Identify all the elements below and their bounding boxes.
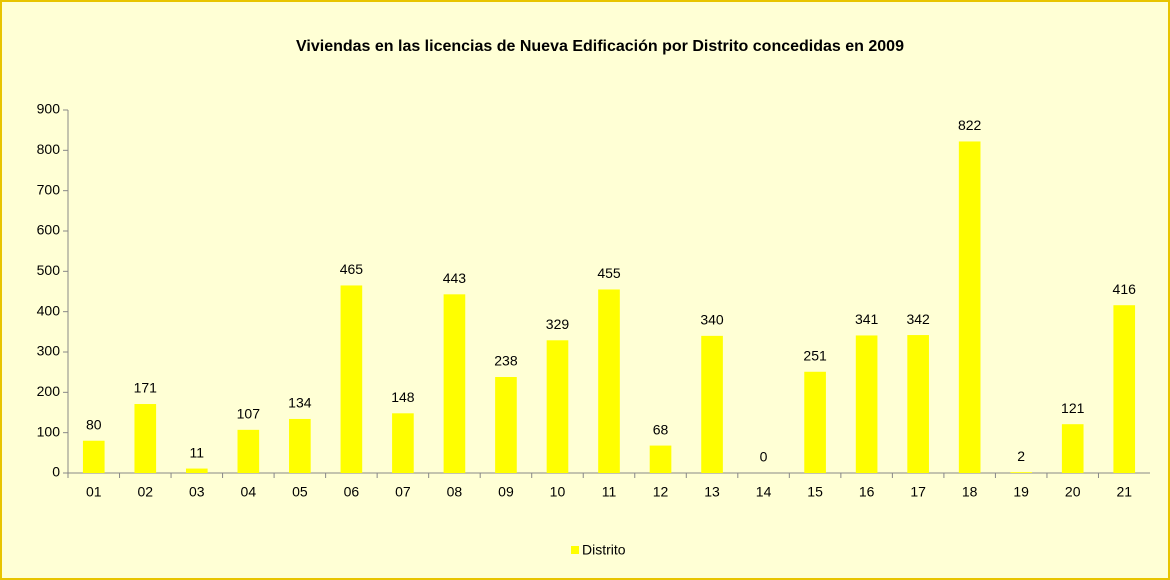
data-label: 238 bbox=[494, 353, 518, 369]
data-label: 2 bbox=[1017, 448, 1025, 464]
x-tick-label: 12 bbox=[653, 484, 669, 500]
bar bbox=[185, 468, 208, 473]
y-tick-label: 100 bbox=[37, 423, 61, 439]
bar bbox=[392, 413, 414, 473]
data-label: 342 bbox=[906, 311, 930, 327]
x-tick-label: 13 bbox=[704, 484, 720, 500]
x-tick-label: 01 bbox=[86, 484, 102, 500]
data-label: 68 bbox=[653, 421, 669, 437]
x-tick-label: 05 bbox=[292, 484, 308, 500]
bar bbox=[701, 335, 723, 473]
data-label: 0 bbox=[760, 449, 768, 465]
y-tick-label: 700 bbox=[37, 181, 61, 197]
data-label: 329 bbox=[546, 316, 570, 332]
x-tick-label: 03 bbox=[189, 484, 205, 500]
bar bbox=[855, 335, 878, 473]
y-tick-label: 200 bbox=[37, 383, 61, 399]
data-label: 134 bbox=[288, 395, 312, 411]
data-label: 80 bbox=[86, 416, 102, 432]
chart-title: Viviendas en las licencias de Nueva Edif… bbox=[296, 38, 904, 55]
data-label: 340 bbox=[700, 312, 724, 328]
legend-swatch bbox=[571, 546, 579, 554]
y-tick-label: 900 bbox=[37, 101, 61, 117]
x-tick-label: 07 bbox=[395, 484, 411, 500]
x-tick-label: 17 bbox=[910, 484, 926, 500]
bar bbox=[804, 371, 826, 473]
bar bbox=[237, 429, 260, 473]
bar bbox=[443, 294, 466, 473]
x-tick-label: 15 bbox=[807, 484, 823, 500]
x-tick-label: 10 bbox=[550, 484, 566, 500]
x-tick-label: 04 bbox=[241, 484, 257, 500]
bar bbox=[340, 285, 363, 473]
x-tick-label: 21 bbox=[1116, 484, 1132, 500]
bar bbox=[649, 445, 672, 473]
bar bbox=[1113, 305, 1136, 473]
bar bbox=[958, 141, 981, 473]
y-tick-label: 400 bbox=[37, 302, 61, 318]
y-tick-label: 600 bbox=[37, 222, 61, 238]
y-tick-label: 800 bbox=[37, 141, 61, 157]
bar bbox=[82, 440, 105, 473]
data-label: 171 bbox=[134, 380, 158, 396]
bar bbox=[598, 289, 620, 473]
data-label: 341 bbox=[855, 311, 879, 327]
x-tick-label: 08 bbox=[447, 484, 463, 500]
x-tick-label: 09 bbox=[498, 484, 514, 500]
data-label: 11 bbox=[190, 444, 205, 460]
data-label: 121 bbox=[1061, 400, 1085, 416]
bar bbox=[289, 418, 311, 473]
bar bbox=[134, 404, 157, 473]
y-tick-label: 0 bbox=[52, 464, 60, 480]
y-tick-label: 300 bbox=[37, 343, 61, 359]
bar bbox=[907, 335, 929, 473]
legend-label: Distrito bbox=[582, 542, 626, 558]
x-tick-label: 18 bbox=[962, 484, 978, 500]
x-tick-label: 20 bbox=[1065, 484, 1081, 500]
data-label: 465 bbox=[340, 261, 364, 277]
x-tick-label: 02 bbox=[137, 484, 153, 500]
y-tick-label: 500 bbox=[37, 262, 61, 278]
bar bbox=[1010, 472, 1033, 473]
data-label: 822 bbox=[958, 117, 982, 133]
data-label: 416 bbox=[1113, 281, 1137, 297]
data-label: 148 bbox=[391, 389, 415, 405]
bar bbox=[546, 340, 569, 473]
data-label: 251 bbox=[803, 347, 827, 363]
x-tick-label: 14 bbox=[756, 484, 772, 500]
bar bbox=[1061, 424, 1084, 473]
bar bbox=[495, 377, 517, 473]
x-tick-label: 19 bbox=[1013, 484, 1029, 500]
data-label: 443 bbox=[443, 270, 467, 286]
x-tick-label: 11 bbox=[602, 484, 617, 500]
x-tick-label: 16 bbox=[859, 484, 875, 500]
x-tick-label: 06 bbox=[344, 484, 360, 500]
data-label: 107 bbox=[237, 406, 261, 422]
data-label: 455 bbox=[597, 265, 621, 281]
